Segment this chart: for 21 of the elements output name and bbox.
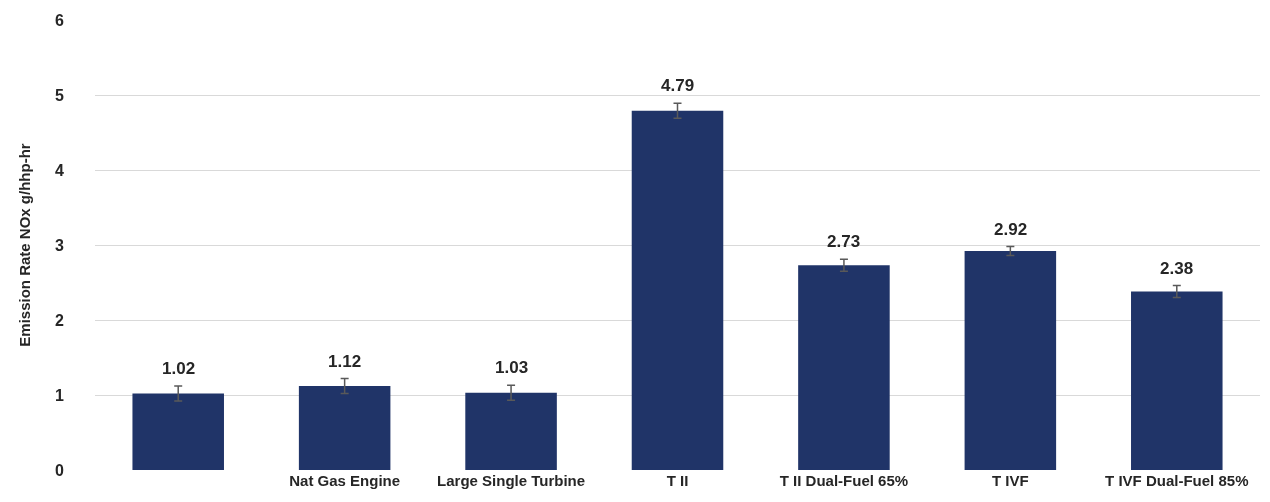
y-tick-label: 2 xyxy=(55,311,65,329)
data-label: 4.79 xyxy=(661,76,695,95)
y-tick-label: 3 xyxy=(55,236,65,254)
y-tick-label: 4 xyxy=(55,161,65,179)
y-tick-label: 0 xyxy=(55,461,65,479)
data-label: 2.73 xyxy=(827,232,861,251)
y-axis-title: Emission Rate NOx g/hhp-hr xyxy=(16,143,34,347)
data-label: 1.02 xyxy=(162,359,196,378)
x-tick-label: T IVF xyxy=(992,472,1029,489)
x-tick-label: Large Single Turbine xyxy=(437,472,586,489)
data-label: 1.12 xyxy=(328,352,362,371)
data-label: 2.92 xyxy=(994,220,1028,239)
x-tick-label: T II xyxy=(666,472,689,489)
y-tick-label: 1 xyxy=(55,386,65,404)
y-tick-label: 5 xyxy=(55,86,65,104)
x-tick-label: T IVF Dual-Fuel 85% xyxy=(1105,472,1249,489)
x-tick-label: Nat Gas Engine xyxy=(289,472,401,489)
y-tick-label: 6 xyxy=(55,11,65,29)
data-label: 1.03 xyxy=(495,358,529,377)
data-label: 2.38 xyxy=(1160,259,1194,278)
x-tick-label: T II Dual-Fuel 65% xyxy=(779,472,909,489)
